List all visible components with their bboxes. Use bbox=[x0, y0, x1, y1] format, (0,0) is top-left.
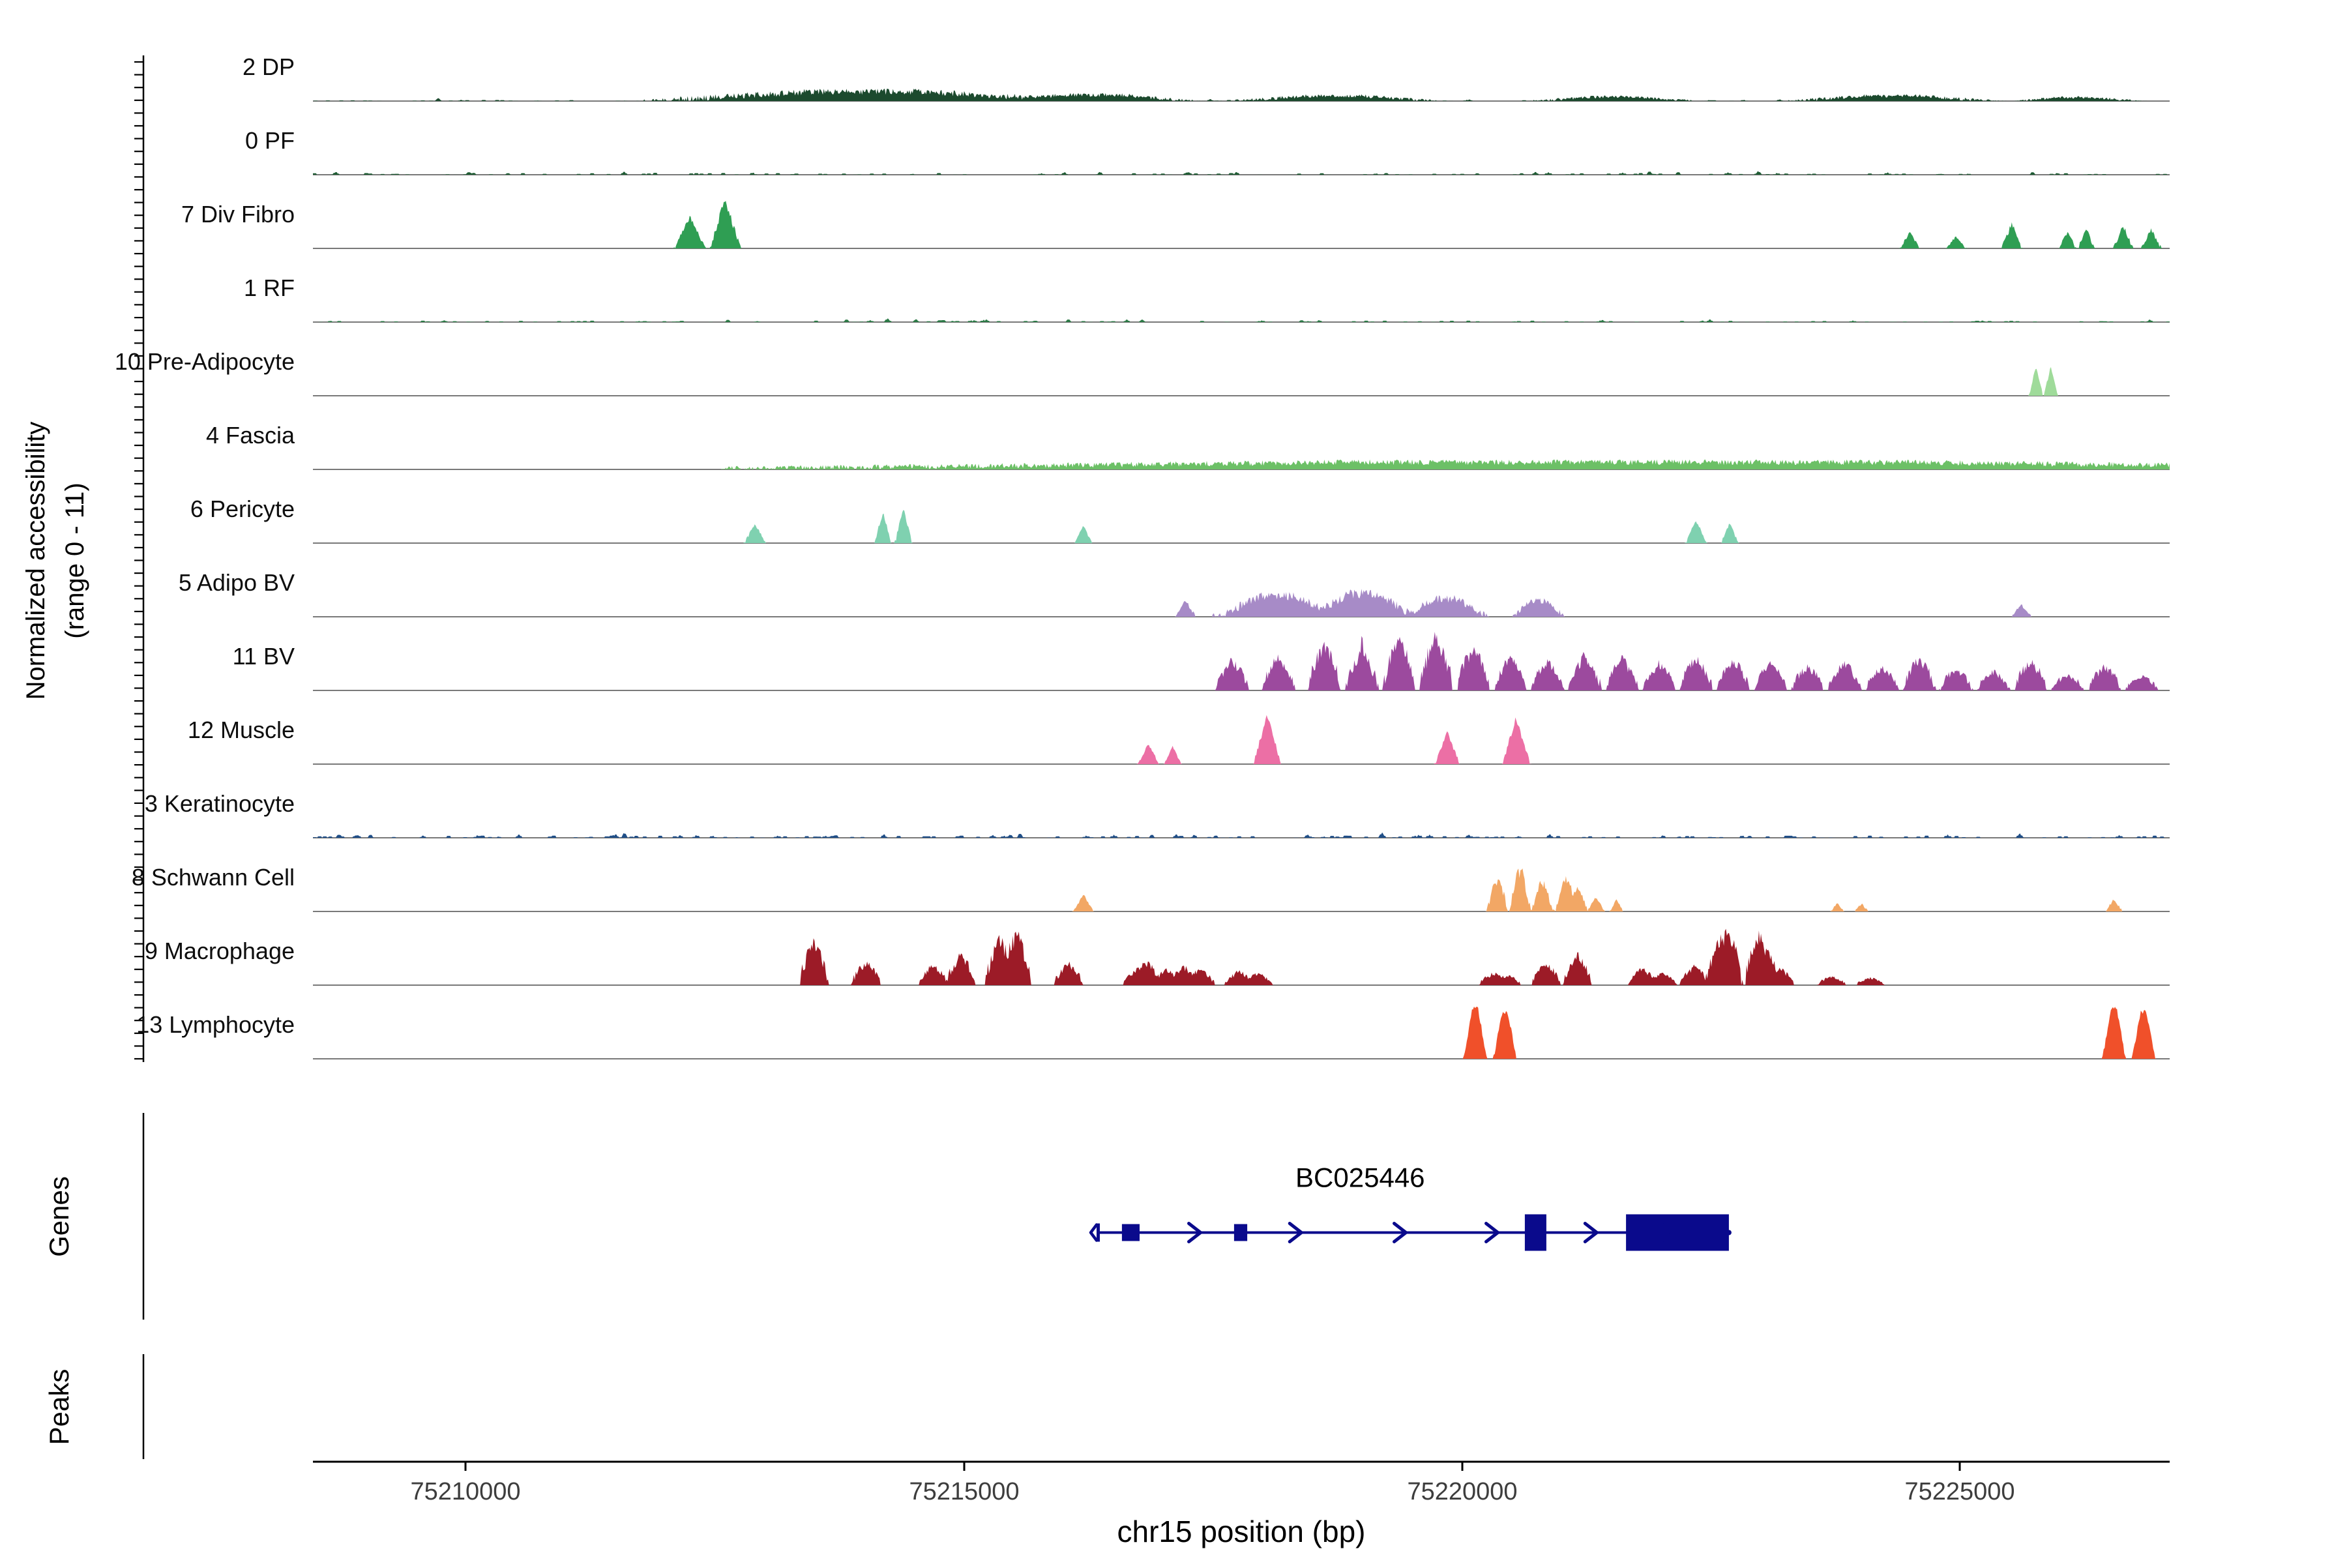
svg-text:6 Pericyte: 6 Pericyte bbox=[190, 496, 295, 522]
svg-text:75220000: 75220000 bbox=[1407, 1478, 1517, 1505]
svg-text:75225000: 75225000 bbox=[1904, 1478, 2015, 1505]
svg-text:9 Macrophage: 9 Macrophage bbox=[145, 938, 295, 964]
svg-text:1 RF: 1 RF bbox=[244, 274, 295, 301]
svg-text:12 Muscle: 12 Muscle bbox=[188, 717, 295, 743]
svg-text:8 Schwann Cell: 8 Schwann Cell bbox=[132, 864, 295, 891]
svg-text:4 Fascia: 4 Fascia bbox=[206, 422, 295, 449]
svg-text:2 DP: 2 DP bbox=[243, 53, 295, 80]
svg-text:3 Keratinocyte: 3 Keratinocyte bbox=[145, 790, 295, 817]
svg-text:5 Adipo BV: 5 Adipo BV bbox=[179, 569, 295, 596]
svg-text:75210000: 75210000 bbox=[410, 1478, 520, 1505]
svg-text:(range 0 - 11): (range 0 - 11) bbox=[61, 482, 89, 638]
svg-text:Normalized accessibility: Normalized accessibility bbox=[22, 422, 50, 700]
svg-text:chr15 position (bp): chr15 position (bp) bbox=[1117, 1515, 1366, 1548]
svg-text:Genes: Genes bbox=[44, 1176, 74, 1257]
svg-text:0 PF: 0 PF bbox=[245, 127, 295, 154]
svg-text:BC025446: BC025446 bbox=[1295, 1162, 1425, 1193]
svg-text:75215000: 75215000 bbox=[909, 1478, 1019, 1505]
svg-text:13 Lymphocyte: 13 Lymphocyte bbox=[136, 1011, 295, 1038]
svg-text:10 Pre-Adipocyte: 10 Pre-Adipocyte bbox=[115, 348, 295, 375]
svg-text:Peaks: Peaks bbox=[44, 1369, 74, 1445]
svg-text:7 Div Fibro: 7 Div Fibro bbox=[181, 201, 295, 228]
svg-text:11 BV: 11 BV bbox=[233, 643, 295, 670]
